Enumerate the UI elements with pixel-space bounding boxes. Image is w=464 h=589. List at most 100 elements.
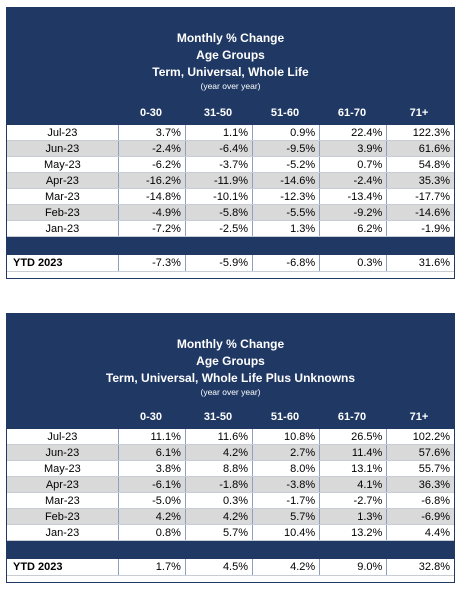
cell-value: 6.1% — [117, 444, 186, 461]
cell-value: -6.8% — [386, 492, 454, 509]
cell-value: 10.4% — [252, 524, 320, 541]
ytd-row: YTD 2023 1.7% 4.5% 4.2% 9.0% 32.8% — [7, 558, 454, 576]
cell-value: 13.1% — [319, 460, 387, 477]
cell-value: -1.7% — [252, 492, 320, 509]
row-label: Apr-23 — [7, 476, 119, 493]
table-subtitle-products: Term, Universal, Whole Life — [152, 65, 309, 79]
row-label: Jul-23 — [7, 429, 119, 445]
cell-value: 13.2% — [319, 524, 387, 541]
cell-value: -5.2% — [252, 156, 320, 173]
cell-value: -1.9% — [386, 220, 454, 237]
ytd-row: YTD 2023 -7.3% -5.9% -6.8% 0.3% 31.6% — [7, 254, 454, 272]
ytd-value: -5.9% — [184, 254, 253, 272]
table-row: Feb-23 -4.9% -5.8% -5.5% -9.2% -14.6% — [7, 204, 454, 221]
cell-value: -4.9% — [117, 204, 186, 221]
cell-value: -11.9% — [184, 172, 253, 189]
cell-value: 4.2% — [184, 508, 253, 525]
table-row: Mar-23 -14.8% -10.1% -12.3% -13.4% -17.7% — [7, 188, 454, 205]
table-row: Jul-23 3.7% 1.1% 0.9% 22.4% 122.3% — [7, 125, 454, 141]
cell-value: -2.4% — [319, 172, 387, 189]
separator-band — [7, 540, 454, 559]
ytd-value: 0.3% — [319, 254, 387, 272]
cell-value: -2.4% — [117, 140, 186, 157]
table-row: Jan-23 0.8% 5.7% 10.4% 13.2% 4.4% — [7, 524, 454, 541]
cell-value: 57.6% — [386, 444, 454, 461]
row-label: Jan-23 — [7, 524, 119, 541]
column-header: 0-30 — [139, 107, 163, 119]
cell-value: 3.7% — [117, 125, 186, 141]
cell-value: -3.8% — [252, 476, 320, 493]
cell-value: 36.3% — [386, 476, 454, 493]
row-label: Mar-23 — [7, 492, 119, 509]
cell-value: 122.3% — [386, 125, 454, 141]
cell-value: -6.1% — [117, 476, 186, 493]
cell-value: 102.2% — [386, 429, 454, 445]
cell-value: 11.4% — [319, 444, 387, 461]
cell-value: 4.4% — [386, 524, 454, 541]
cell-value: 11.6% — [184, 429, 253, 445]
row-label: Jun-23 — [7, 140, 119, 157]
column-header: 31-50 — [203, 107, 233, 119]
cell-value: 8.8% — [184, 460, 253, 477]
cell-value: -3.7% — [184, 156, 253, 173]
cell-value: 11.1% — [117, 429, 186, 445]
ytd-value: 4.2% — [252, 558, 320, 576]
column-header: 51-60 — [270, 411, 300, 423]
table-row: Jun-23 -2.4% -6.4% -9.5% 3.9% 61.6% — [7, 140, 454, 157]
cell-value: -5.8% — [184, 204, 253, 221]
cell-value: -6.4% — [184, 140, 253, 157]
cell-value: 22.4% — [319, 125, 387, 141]
separator-band — [7, 236, 454, 255]
cell-value: -5.5% — [252, 204, 320, 221]
cell-value: 2.7% — [252, 444, 320, 461]
table-subtitle-age-groups: Age Groups — [196, 354, 265, 368]
column-header: 0-30 — [139, 411, 163, 423]
cell-value: -1.8% — [184, 476, 253, 493]
age-groups-table-2: Monthly % Change Age Groups Term, Universa… — [6, 313, 455, 583]
cell-value: -9.2% — [319, 204, 387, 221]
cell-value: 1.3% — [319, 508, 387, 525]
ytd-value: 31.6% — [386, 254, 454, 272]
cell-value: -2.5% — [184, 220, 253, 237]
column-header: 71+ — [409, 107, 429, 119]
column-header: 51-60 — [270, 107, 300, 119]
cell-value: 55.7% — [386, 460, 454, 477]
column-headers: 0-30 31-50 51-60 61-70 71+ — [7, 107, 454, 121]
cell-value: 4.2% — [117, 508, 186, 525]
table-row: Jan-23 -7.2% -2.5% 1.3% 6.2% -1.9% — [7, 220, 454, 237]
column-header: 71+ — [409, 411, 429, 423]
table-row: May-23 3.8% 8.8% 8.0% 13.1% 55.7% — [7, 460, 454, 477]
cell-value: 8.0% — [252, 460, 320, 477]
column-headers: 0-30 31-50 51-60 61-70 71+ — [7, 411, 454, 425]
ytd-value: 32.8% — [386, 558, 454, 576]
row-label: Feb-23 — [7, 508, 119, 525]
cell-value: 3.9% — [319, 140, 387, 157]
cell-value: -6.9% — [386, 508, 454, 525]
cell-value: -14.6% — [386, 204, 454, 221]
cell-value: -10.1% — [184, 188, 253, 205]
ytd-value: -6.8% — [252, 254, 320, 272]
cell-value: 10.8% — [252, 429, 320, 445]
cell-value: -12.3% — [252, 188, 320, 205]
cell-value: 61.6% — [386, 140, 454, 157]
table-header: Monthly % Change Age Groups Term, Universa… — [7, 314, 454, 429]
table-row: Apr-23 -16.2% -11.9% -14.6% -2.4% 35.3% — [7, 172, 454, 189]
cell-value: 1.1% — [184, 125, 253, 141]
table-title: Monthly % Change — [176, 31, 285, 45]
table-row: Feb-23 4.2% 4.2% 5.7% 1.3% -6.9% — [7, 508, 454, 525]
row-label: Jul-23 — [7, 125, 119, 141]
cell-value: -16.2% — [117, 172, 186, 189]
cell-value: 4.2% — [184, 444, 253, 461]
cell-value: 0.9% — [252, 125, 320, 141]
age-groups-table-1: Monthly % Change Age Groups Term, Universa… — [6, 7, 455, 279]
cell-value: -13.4% — [319, 188, 387, 205]
row-label: Jun-23 — [7, 444, 119, 461]
ytd-value: 4.5% — [184, 558, 253, 576]
cell-value: 4.1% — [319, 476, 387, 493]
table-title: Monthly % Change — [176, 337, 285, 351]
ytd-label: YTD 2023 — [7, 558, 119, 576]
data-table: Jul-23 11.1% 11.6% 10.8% 26.5% 102.2% Jun-23 6.… — [7, 429, 454, 576]
table-header: Monthly % Change Age Groups Term, Universa… — [7, 8, 454, 125]
column-header: 61-70 — [337, 411, 367, 423]
table-row: Mar-23 -5.0% 0.3% -1.7% -2.7% -6.8% — [7, 492, 454, 509]
